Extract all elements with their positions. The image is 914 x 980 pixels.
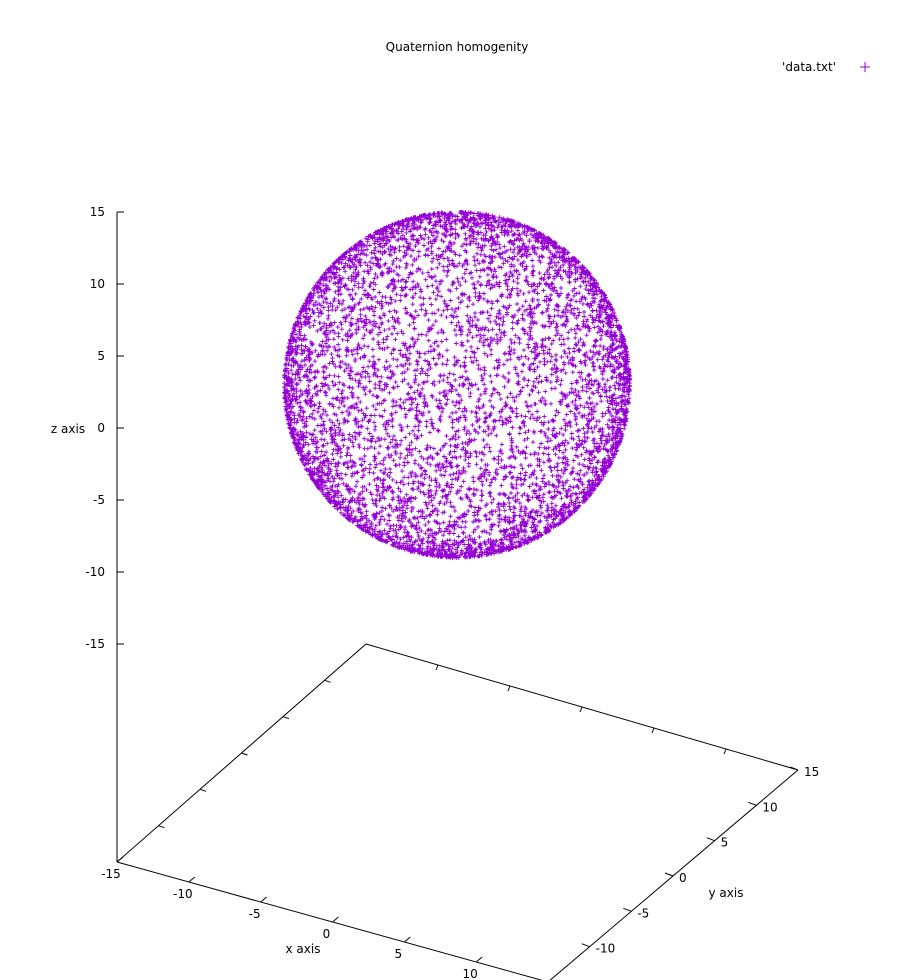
x-tick [260, 896, 267, 903]
x-tick [404, 936, 411, 943]
edge-tick [507, 685, 511, 692]
z-tick-label: 10 [90, 277, 105, 291]
x-tick-label: -15 [101, 867, 121, 881]
x-tick-label: 0 [323, 927, 331, 941]
z-tick-label: 0 [97, 421, 105, 435]
x-tick-label: -10 [173, 887, 193, 901]
z-axis-label: z axis [51, 422, 85, 436]
z-tick-label: 5 [97, 349, 105, 363]
y-tick-label: 10 [762, 800, 777, 814]
z-tick-label: -10 [85, 565, 105, 579]
edge-tick [199, 788, 207, 792]
series-points [282, 209, 632, 560]
legend: 'data.txt' [782, 60, 870, 74]
y-tick-label: 15 [804, 765, 819, 779]
edge-tick [282, 716, 290, 720]
edge-tick [158, 825, 165, 829]
legend-label: 'data.txt' [782, 60, 836, 74]
y-tick [748, 801, 757, 806]
edge-tick [579, 706, 583, 713]
data-points [282, 209, 632, 560]
y-tick [664, 872, 674, 877]
z-tick-label: -5 [93, 493, 105, 507]
base-plane: -15 -10 -5 0 5 10 -10 -5 0 5 10 15 x axis y axis [101, 643, 819, 980]
z-tick-label: 15 [90, 205, 105, 219]
x-tick [188, 876, 196, 883]
y-tick [623, 907, 632, 912]
x-tick [332, 916, 339, 923]
x-axis-line [116, 861, 543, 980]
y-tick [706, 837, 715, 842]
z-tick-label: -15 [85, 637, 105, 651]
y-tick-label: -10 [596, 942, 616, 956]
edge-tick [241, 752, 248, 756]
edge-tick [435, 664, 439, 671]
z-axis: 15 10 5 0 -5 -10 -15 z axis [51, 205, 124, 862]
edge-tick [324, 679, 331, 683]
edge-tick [723, 748, 727, 755]
x-tick [475, 956, 483, 963]
x-tick [116, 856, 124, 863]
x-tick-label: -5 [249, 907, 261, 921]
x-tick-label: 5 [395, 947, 403, 961]
edge-tick [651, 727, 655, 734]
y-axis-label: y axis [709, 886, 744, 900]
y-axis-line [549, 769, 799, 980]
x-axis-label: x axis [286, 942, 321, 956]
y-tick [581, 943, 590, 948]
y-tick-label: 5 [721, 836, 729, 850]
x-tick-label: 10 [463, 967, 478, 980]
y-tick [789, 766, 799, 771]
y-tick-label: -5 [637, 906, 649, 920]
y-tick-label: 0 [679, 871, 687, 885]
legend-marker-icon [860, 62, 870, 72]
chart-title: Quaternion homogenity [386, 40, 529, 54]
